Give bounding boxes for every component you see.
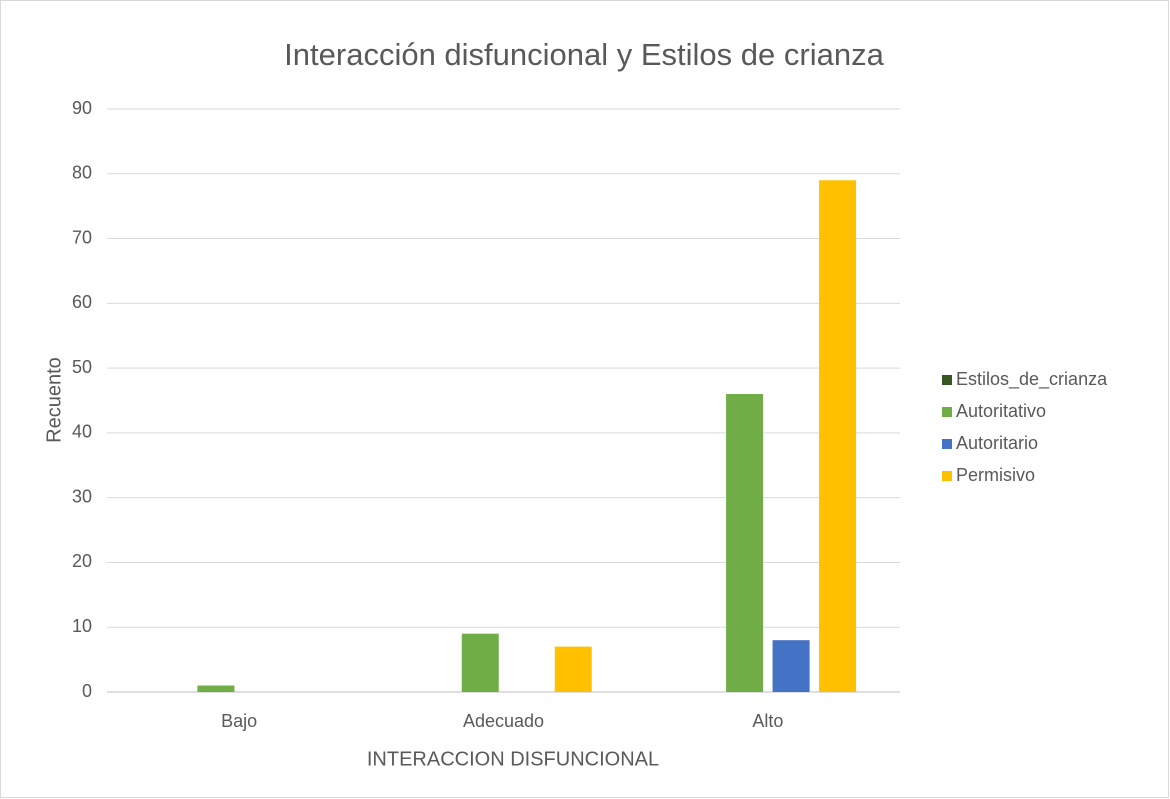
legend-label: Estilos_de_crianza bbox=[956, 369, 1108, 390]
x-axis-label: INTERACCION DISFUNCIONAL bbox=[367, 748, 659, 770]
bar bbox=[554, 646, 592, 692]
legend-swatch bbox=[942, 439, 952, 449]
legend-swatch bbox=[942, 471, 952, 481]
legend-swatch bbox=[942, 375, 952, 385]
y-tick-label: 90 bbox=[72, 98, 92, 118]
bar bbox=[461, 633, 499, 692]
y-tick-label: 10 bbox=[72, 616, 92, 636]
y-tick-label: 30 bbox=[72, 486, 92, 506]
legend-label: Autoritario bbox=[956, 433, 1038, 453]
y-tick-label: 60 bbox=[72, 292, 92, 312]
legend-label: Autoritativo bbox=[956, 401, 1046, 421]
y-tick-label: 50 bbox=[72, 357, 92, 377]
x-tick-label: Adecuado bbox=[463, 711, 544, 731]
bar bbox=[819, 180, 857, 692]
legend-swatch bbox=[942, 407, 952, 417]
bar bbox=[772, 640, 810, 692]
legend-label: Permisivo bbox=[956, 465, 1035, 485]
y-tick-label: 0 bbox=[82, 681, 92, 701]
y-tick-label: 70 bbox=[72, 227, 92, 247]
bar bbox=[726, 394, 764, 692]
x-tick-label: Bajo bbox=[221, 711, 257, 731]
y-tick-label: 40 bbox=[72, 422, 92, 442]
x-tick-label: Alto bbox=[752, 711, 783, 731]
chart-title: Interacción disfuncional y Estilos de cr… bbox=[284, 37, 884, 72]
y-tick-label: 80 bbox=[72, 163, 92, 183]
y-tick-label: 20 bbox=[72, 551, 92, 571]
y-axis-label: Recuento bbox=[43, 357, 65, 443]
bar bbox=[197, 685, 235, 692]
